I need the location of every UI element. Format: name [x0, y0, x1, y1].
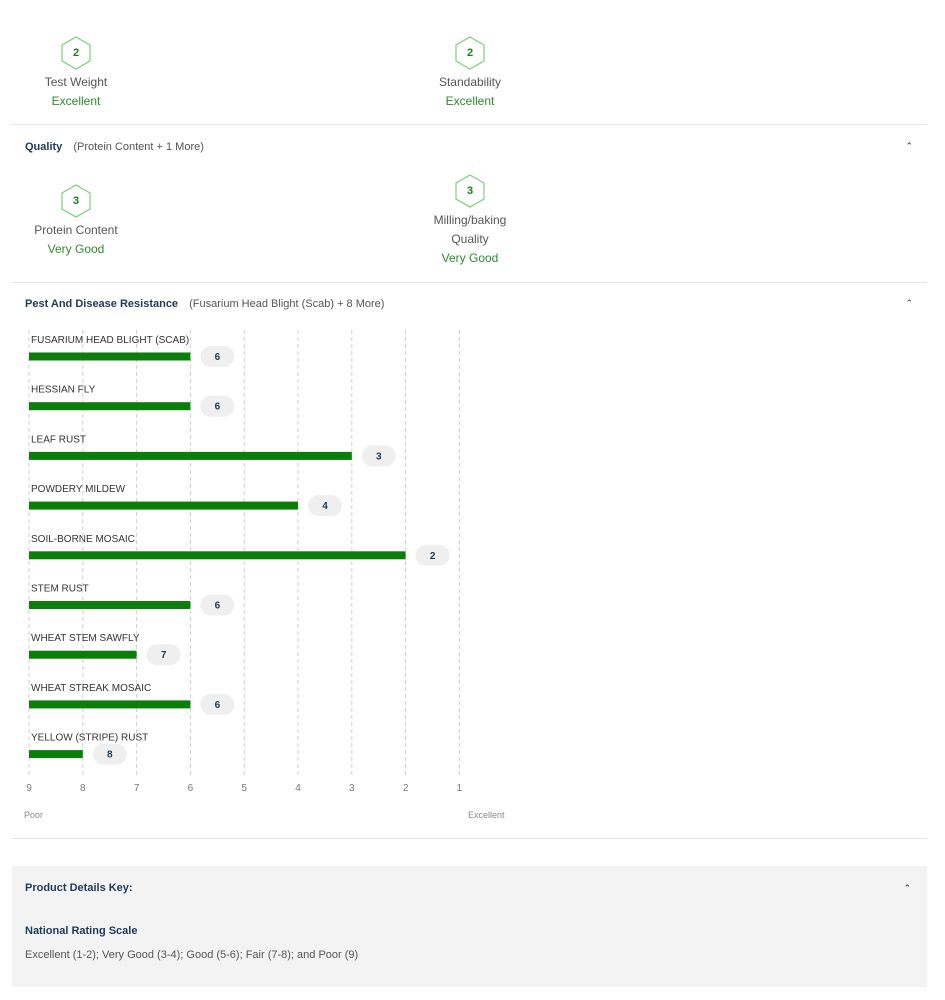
bar-value-label: 6: [215, 352, 221, 363]
scale-text: Excellent (1-2); Very Good (3-4); Good (…: [25, 949, 359, 961]
product-details-key: Product Details Key: ⌃ National Rating S…: [12, 866, 927, 987]
bar-value-pill: [361, 445, 396, 467]
tick-label: 8: [80, 783, 86, 794]
rating-value: Very Good: [47, 242, 105, 256]
bar-value-pill: [92, 743, 127, 765]
chevron-up-icon[interactable]: ⌃: [905, 141, 913, 151]
pest-section-header[interactable]: Pest And Disease Resistance (Fusarium He…: [25, 298, 384, 310]
bar-value-label: 6: [215, 700, 221, 711]
bar: [29, 551, 406, 560]
tick-label: 9: [26, 783, 32, 794]
rating-value: Excellent: [445, 94, 495, 108]
bar-value-pill: [200, 346, 235, 367]
rating-name: Protein Content: [34, 223, 118, 237]
bar: [29, 501, 298, 510]
section-subtitle: (Protein Content + 1 More): [73, 141, 204, 153]
rating-name: Standability: [438, 75, 502, 89]
divider: [12, 838, 927, 839]
chevron-up-icon[interactable]: ⌃: [905, 298, 913, 308]
bar-category-label: WHEAT STEM SAWFLY: [31, 633, 140, 644]
bar: [29, 352, 191, 361]
tick-label: 6: [188, 783, 194, 794]
rating-value: Very Good: [441, 251, 499, 265]
bar-category-label: HESSIAN FLY: [31, 385, 96, 396]
rating-name-line: Milling/baking: [433, 213, 507, 227]
pest-resistance-chart: 9 8 7 6 5 4 3 2 1 FUSARIUM HEAD BLIGHT (SCAB) 6 HES…: [26, 330, 463, 794]
rating-score: 3: [466, 185, 474, 197]
rating-score: 2: [72, 47, 80, 59]
bar-value-pill: [200, 693, 235, 715]
rating-standability: 2 Standability Excellent: [390, 36, 550, 111]
bar-value-label: 8: [107, 750, 113, 761]
bar: [29, 402, 191, 411]
bar-value-label: 3: [376, 451, 382, 462]
tick-label: 3: [349, 783, 355, 794]
bar: [29, 601, 191, 609]
section-title: Quality: [25, 141, 63, 153]
rating-protein-content: 3 Protein Content Very Good: [0, 184, 156, 259]
bar-value-label: 7: [161, 650, 167, 661]
bar-value-pill: [200, 594, 235, 616]
divider: [12, 282, 927, 283]
bar: [29, 451, 352, 460]
bar-category-label: STEM RUST: [31, 584, 89, 595]
hexagon-icon: 2: [453, 36, 487, 70]
tick-label: 5: [241, 783, 247, 794]
rating-name-line: Quality: [451, 232, 489, 246]
rating-score: 2: [466, 47, 474, 59]
tick-label: 4: [295, 783, 301, 794]
bar: [29, 700, 191, 709]
bar-value-pill: [200, 395, 235, 417]
bar-value-pill: [146, 644, 181, 666]
quality-section-header[interactable]: Quality (Protein Content + 1 More): [25, 141, 204, 153]
bar-value-label: 4: [322, 501, 328, 512]
bar-category-label: WHEAT STREAK MOSAIC: [31, 683, 151, 694]
bar-value-pill: [308, 495, 342, 517]
bar-category-label: POWDERY MILDEW: [31, 484, 126, 495]
key-title: Product Details Key:: [25, 882, 133, 894]
section-subtitle: (Fusarium Head Blight (Scab) + 8 More): [189, 298, 385, 310]
axis-label-excellent: Excellent: [468, 810, 505, 820]
divider: [12, 124, 927, 125]
bar-category-label: SOIL-BORNE MOSAIC: [31, 534, 135, 545]
hexagon-icon: 2: [59, 36, 93, 70]
rating-name: Test Weight: [44, 75, 108, 89]
tick-label: 2: [403, 783, 409, 794]
axis-label-poor: Poor: [24, 810, 44, 820]
rating-value: Excellent: [51, 94, 101, 108]
rating-test-weight: 2 Test Weight Excellent: [0, 36, 156, 111]
bar-category-label: FUSARIUM HEAD BLIGHT (SCAB): [31, 335, 189, 346]
bar-value-label: 2: [430, 551, 436, 562]
bar-category-label: YELLOW (STRIPE) RUST: [31, 733, 148, 744]
hexagon-icon: 3: [453, 174, 487, 208]
bar-value-label: 6: [215, 402, 221, 413]
scale-title: National Rating Scale: [25, 925, 138, 937]
rating-score: 3: [72, 195, 80, 207]
bar-category-label: LEAF RUST: [31, 434, 86, 445]
bar: [29, 750, 83, 759]
hexagon-icon: 3: [59, 184, 93, 218]
rating-name: Milling/baking Quality: [390, 211, 550, 249]
chevron-up-icon[interactable]: ⌃: [903, 883, 911, 893]
rating-milling-baking-quality: 3 Milling/baking Quality Very Good: [390, 174, 550, 268]
bar-value-pill: [415, 544, 450, 566]
bar: [29, 650, 137, 659]
section-title: Pest And Disease Resistance: [25, 298, 179, 310]
tick-label: 1: [457, 783, 463, 794]
tick-label: 7: [134, 783, 140, 794]
bar-value-label: 6: [215, 601, 221, 612]
